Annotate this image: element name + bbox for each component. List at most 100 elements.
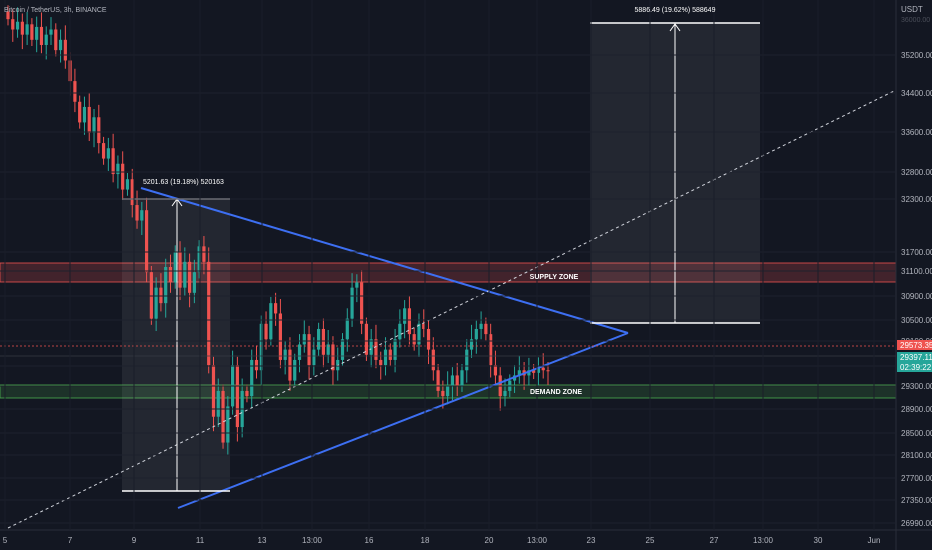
measure-left-label: 5201.63 (19.18%) 520163 bbox=[143, 179, 224, 186]
candle-body bbox=[527, 370, 531, 376]
triangle-lower-line bbox=[177, 332, 629, 509]
x-tick-label: 7 bbox=[68, 536, 73, 545]
currency-label: USDT bbox=[901, 5, 923, 14]
x-tick-label: 27 bbox=[710, 536, 719, 545]
x-tick-label: 13:00 bbox=[753, 536, 774, 545]
candle-body bbox=[269, 303, 273, 340]
x-tick-label: 16 bbox=[365, 536, 374, 545]
symbol-header: Bitcoin / TetherUS, 3h, BINANCE bbox=[4, 7, 107, 14]
candle-body bbox=[274, 303, 278, 314]
candle-body bbox=[407, 308, 412, 335]
candle-body bbox=[63, 39, 67, 61]
measure-right-arrowhead bbox=[669, 23, 681, 32]
supply-zone-label: SUPPLY ZONE bbox=[530, 274, 579, 281]
candle-body bbox=[78, 101, 82, 123]
candle-body bbox=[54, 29, 58, 51]
candle-body bbox=[250, 359, 254, 397]
x-tick-label: 23 bbox=[587, 536, 596, 545]
x-tick-label: 9 bbox=[132, 536, 137, 545]
candle-body bbox=[393, 339, 397, 360]
candle-body bbox=[87, 106, 91, 133]
candle-body bbox=[35, 26, 39, 40]
x-tick-label: 18 bbox=[421, 536, 430, 545]
candle-body bbox=[44, 34, 48, 45]
candle-body bbox=[321, 328, 325, 355]
candle-body bbox=[369, 339, 373, 355]
candle-body bbox=[283, 349, 287, 360]
candle-body bbox=[312, 349, 316, 366]
candle-body bbox=[178, 251, 182, 288]
x-tick-label: 13 bbox=[258, 536, 267, 545]
candle-body bbox=[355, 282, 359, 288]
candle-body bbox=[288, 349, 292, 381]
y-tick-label: 35200.00 bbox=[901, 51, 932, 60]
candle-body bbox=[168, 267, 173, 283]
candle-body bbox=[264, 323, 268, 340]
candle-body bbox=[436, 370, 440, 391]
candle-body bbox=[360, 282, 364, 324]
candle-body bbox=[154, 287, 158, 319]
candle-body bbox=[92, 117, 96, 133]
candle-body bbox=[479, 323, 483, 329]
candle-body bbox=[106, 148, 110, 159]
x-tick-label: 30 bbox=[814, 536, 823, 545]
candle-body bbox=[183, 261, 187, 288]
candle-body bbox=[25, 24, 29, 35]
y-tick-label: 28900.00 bbox=[901, 405, 932, 414]
candle-body bbox=[412, 334, 416, 345]
measure-left-bg bbox=[122, 199, 230, 491]
x-tick-label: 13:00 bbox=[302, 536, 323, 545]
candle-body bbox=[460, 370, 464, 386]
candle-body bbox=[30, 24, 34, 40]
measure-right-label: 5886.49 (19.62%) 588649 bbox=[635, 7, 716, 14]
candle-body bbox=[474, 328, 478, 340]
candle-body bbox=[541, 367, 545, 371]
candle-body bbox=[317, 328, 321, 350]
candle-body bbox=[140, 210, 144, 221]
candle-body bbox=[331, 344, 335, 371]
candle-body bbox=[383, 349, 388, 366]
candle-body bbox=[307, 334, 311, 366]
candle-body bbox=[159, 287, 163, 304]
candle-body bbox=[489, 334, 493, 366]
candle-body bbox=[187, 261, 192, 293]
candle-body bbox=[216, 390, 220, 417]
candle-body bbox=[39, 26, 44, 45]
x-tick-label: 20 bbox=[485, 536, 494, 545]
candle-body bbox=[503, 390, 507, 397]
candle-body bbox=[455, 375, 459, 386]
candle-body bbox=[6, 11, 10, 20]
x-tick-label: 25 bbox=[646, 536, 655, 545]
candle-body bbox=[116, 163, 120, 175]
candle-body bbox=[546, 370, 550, 372]
candle-body bbox=[173, 251, 177, 283]
candle-body bbox=[58, 39, 63, 51]
y-tick-label: 33600.00 bbox=[901, 128, 932, 137]
x-tick-label: 11 bbox=[196, 536, 205, 545]
y-tick-label: 27700.00 bbox=[901, 474, 932, 483]
x-tick-label: Jun bbox=[868, 536, 881, 545]
candle-body bbox=[446, 385, 450, 397]
y-tick-label: 32800.00 bbox=[901, 168, 932, 177]
candle-body bbox=[340, 339, 345, 360]
candle-body bbox=[278, 313, 282, 360]
pattern-lines-layer bbox=[0, 89, 897, 529]
candle-body bbox=[130, 179, 134, 206]
candle-body bbox=[417, 323, 421, 345]
candle-body bbox=[379, 359, 383, 366]
y-tick-label: 27350.00 bbox=[901, 496, 932, 505]
candle-body bbox=[192, 272, 196, 293]
x-tick-label: 13:00 bbox=[527, 536, 548, 545]
measure-tools-layer bbox=[122, 22, 760, 492]
candle-body bbox=[245, 390, 249, 397]
candle-body bbox=[20, 21, 24, 35]
candle-body bbox=[326, 344, 330, 355]
candle-body bbox=[97, 117, 101, 144]
candle-body bbox=[536, 367, 541, 373]
candle-body bbox=[111, 148, 115, 175]
price-badge-text: 02:39:22 bbox=[900, 363, 932, 372]
